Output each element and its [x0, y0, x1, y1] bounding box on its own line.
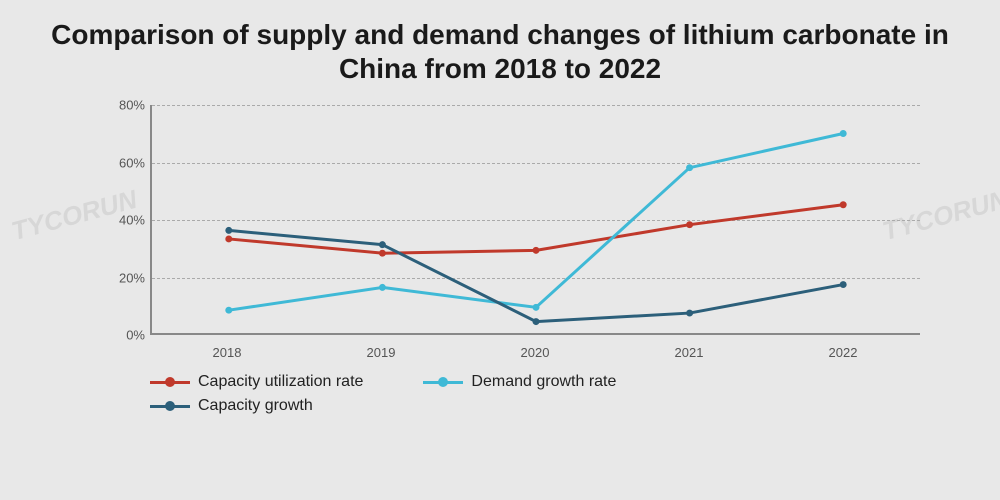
series-marker	[840, 201, 847, 208]
series-marker	[225, 307, 232, 314]
x-axis-tick: 2018	[213, 345, 242, 360]
series-marker	[533, 247, 540, 254]
series-marker	[686, 164, 693, 171]
series-marker	[225, 236, 232, 243]
series-marker	[533, 318, 540, 325]
plot-area	[150, 105, 920, 335]
series-marker	[533, 304, 540, 311]
series-marker	[379, 250, 386, 257]
series-marker	[686, 221, 693, 228]
x-axis-tick: 2021	[675, 345, 704, 360]
x-axis-tick: 2019	[367, 345, 396, 360]
series-marker	[225, 227, 232, 234]
y-axis-tick: 40%	[110, 213, 145, 228]
y-axis-tick: 0%	[110, 328, 145, 343]
series-marker	[686, 310, 693, 317]
series-marker	[840, 130, 847, 137]
legend-label: Capacity utilization rate	[198, 373, 363, 391]
legend-label: Demand growth rate	[471, 373, 616, 391]
chart-svg	[152, 105, 920, 333]
y-axis-tick: 80%	[110, 98, 145, 113]
chart-title: Comparison of supply and demand changes …	[0, 0, 1000, 95]
legend-swatch	[150, 381, 190, 384]
series-line	[229, 205, 843, 253]
y-axis-tick: 20%	[110, 270, 145, 285]
chart-container: 0%20%40%60%80% 20182019202020212022	[100, 105, 920, 365]
series-marker	[379, 241, 386, 248]
series-marker	[840, 281, 847, 288]
x-axis-tick: 2022	[829, 345, 858, 360]
legend-item: Demand growth rate	[423, 373, 616, 391]
series-line	[229, 134, 843, 311]
series-marker	[379, 284, 386, 291]
x-axis-tick: 2020	[521, 345, 550, 360]
legend-item: Capacity growth	[150, 397, 313, 415]
legend-item: Capacity utilization rate	[150, 373, 363, 391]
legend: Capacity utilization rate Demand growth …	[150, 373, 1000, 415]
legend-swatch	[423, 381, 463, 384]
legend-swatch	[150, 405, 190, 408]
y-axis-tick: 60%	[110, 155, 145, 170]
legend-label: Capacity growth	[198, 397, 313, 415]
